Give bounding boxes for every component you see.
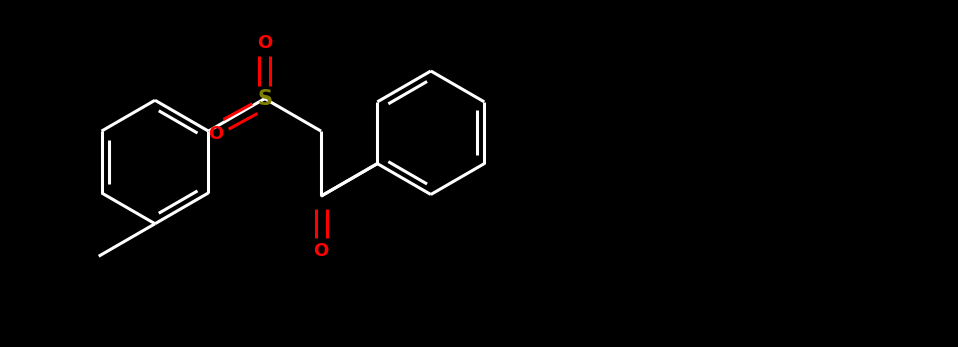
Text: O: O — [209, 125, 223, 143]
Text: O: O — [257, 34, 272, 52]
Text: S: S — [258, 88, 272, 109]
Text: O: O — [313, 242, 329, 260]
